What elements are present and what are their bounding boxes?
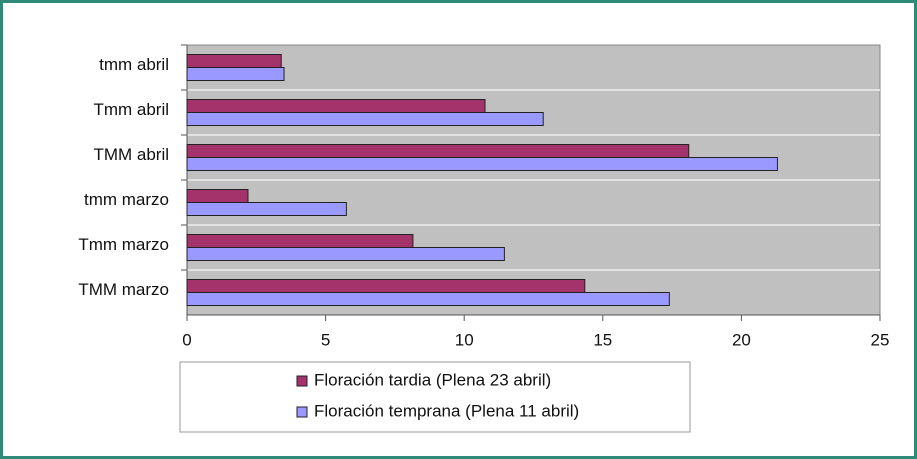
x-tick-label: 25 (871, 330, 890, 349)
legend-label: Floración temprana (Plena 11 abril) (314, 401, 579, 420)
bar (186, 112, 544, 126)
x-tick-label: 10 (455, 330, 474, 349)
bar (186, 234, 414, 248)
bar (186, 247, 505, 261)
x-tick-label: 0 (182, 330, 191, 349)
legend-swatch (296, 406, 308, 418)
bar (186, 67, 285, 81)
y-tick-label: tmm abril (99, 55, 169, 74)
x-tick-label: 5 (321, 330, 330, 349)
legend-label: Floración tardia (Plena 23 abril) (314, 370, 551, 389)
x-tick-label: 15 (593, 330, 612, 349)
bar (186, 144, 690, 158)
bar (186, 157, 778, 171)
bar (186, 189, 249, 203)
bar (186, 54, 282, 68)
y-tick-label: Tmm abril (93, 100, 169, 119)
bar (186, 202, 347, 216)
bar (186, 99, 486, 113)
legend (179, 361, 691, 433)
bar (186, 292, 670, 306)
y-tick-label: Tmm marzo (78, 235, 169, 254)
legend-swatch (296, 375, 308, 387)
bar (186, 279, 586, 293)
y-tick-label: tmm marzo (84, 190, 169, 209)
y-tick-label: TMM abril (93, 145, 169, 164)
y-tick-label: TMM marzo (78, 280, 169, 299)
x-tick-label: 20 (732, 330, 751, 349)
